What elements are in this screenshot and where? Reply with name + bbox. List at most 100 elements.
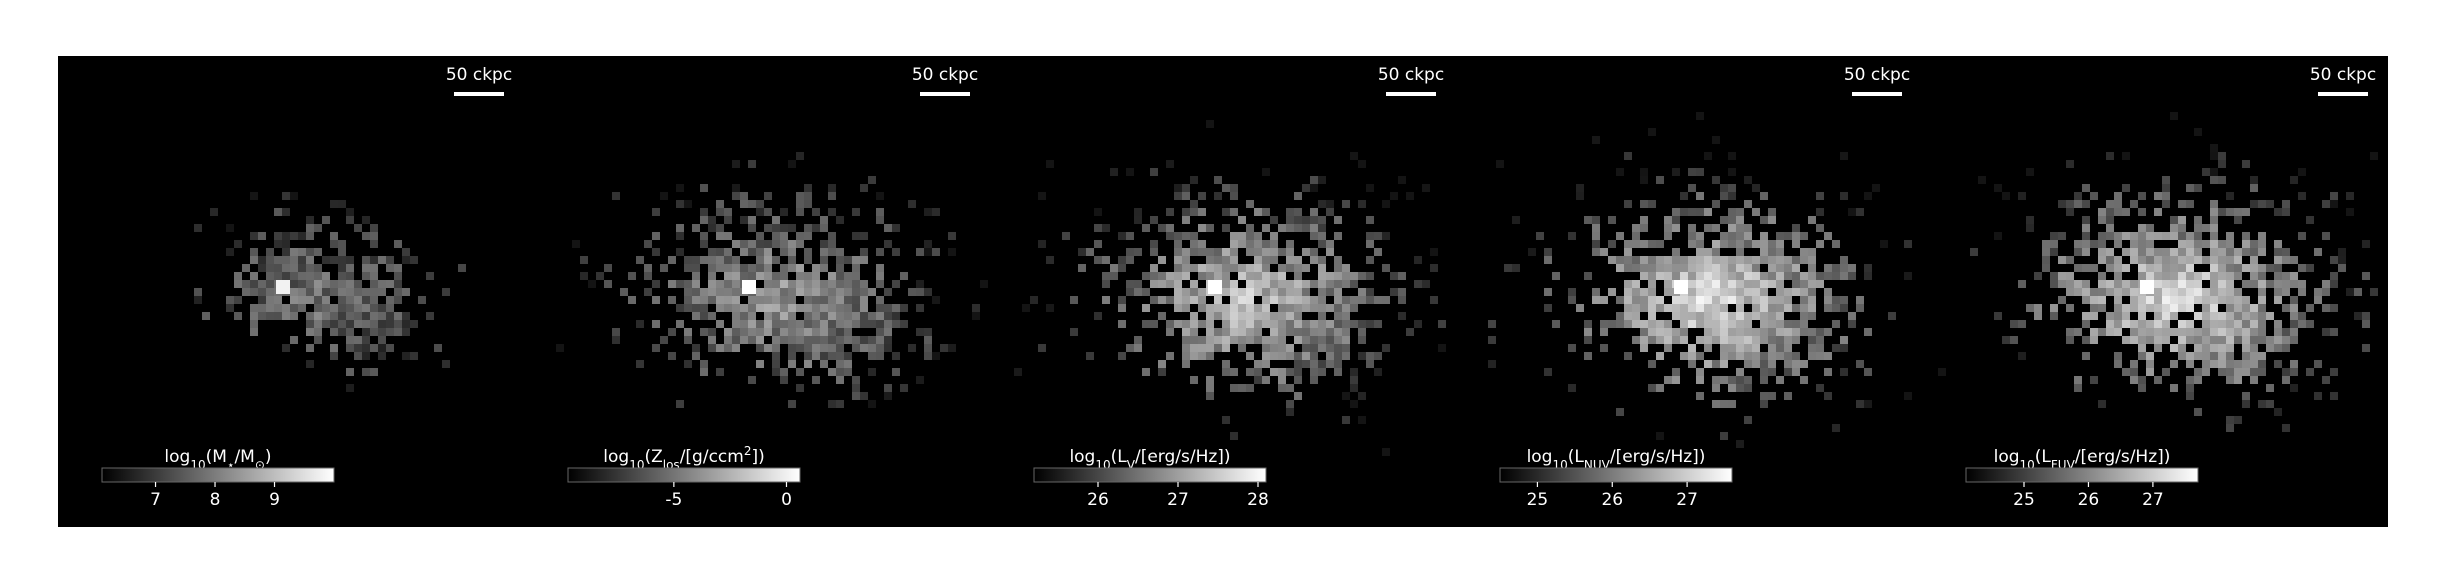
pixel	[1656, 264, 1664, 272]
pixel	[1736, 248, 1744, 256]
pixel	[1278, 296, 1286, 304]
pixel	[2170, 272, 2178, 280]
pixel	[1816, 336, 1824, 344]
pixel	[314, 296, 322, 304]
pixel	[1174, 240, 1182, 248]
pixel	[900, 320, 908, 328]
pixel	[804, 200, 812, 208]
pixel	[2146, 368, 2154, 376]
pixel	[2226, 232, 2234, 240]
pixel	[876, 312, 884, 320]
pixel	[2290, 384, 2298, 392]
pixel	[2066, 288, 2074, 296]
pixel	[868, 288, 876, 296]
pixel	[820, 304, 828, 312]
pixel	[1318, 240, 1326, 248]
pixel	[1318, 224, 1326, 232]
pixel	[788, 328, 796, 336]
pixel	[828, 344, 836, 352]
colorbar	[1965, 467, 2199, 483]
pixel	[724, 296, 732, 304]
pixel	[924, 240, 932, 248]
pixel	[908, 344, 916, 352]
pixel	[852, 264, 860, 272]
pixel	[1310, 344, 1318, 352]
pixel	[980, 280, 988, 288]
pixel	[2122, 320, 2130, 328]
pixel	[2162, 336, 2170, 344]
pixel	[426, 272, 434, 280]
pixel	[1158, 256, 1166, 264]
pixel	[860, 184, 868, 192]
pixel	[836, 272, 844, 280]
pixel	[1640, 168, 1648, 176]
pixel	[346, 264, 354, 272]
pixel	[2258, 264, 2266, 272]
pixel	[2138, 232, 2146, 240]
pixel	[748, 304, 756, 312]
pixel	[2306, 216, 2314, 224]
pixel	[386, 256, 394, 264]
pixel	[804, 272, 812, 280]
pixel	[2202, 256, 2210, 264]
pixel	[804, 184, 812, 192]
pixel	[2242, 264, 2250, 272]
pixel	[442, 360, 450, 368]
pixel	[2202, 320, 2210, 328]
pixel	[250, 272, 258, 280]
pixel	[1294, 392, 1302, 400]
pixel	[1792, 360, 1800, 368]
pixel	[692, 312, 700, 320]
pixel	[1070, 328, 1078, 336]
pixel	[1294, 256, 1302, 264]
pixel	[2034, 312, 2042, 320]
pixel	[2082, 296, 2090, 304]
pixel	[2226, 368, 2234, 376]
pixel	[1182, 272, 1190, 280]
pixel	[1608, 288, 1616, 296]
pixel	[1792, 256, 1800, 264]
pixel	[2082, 312, 2090, 320]
pixel	[708, 328, 716, 336]
pixel	[1390, 272, 1398, 280]
pixel	[2010, 320, 2018, 328]
pixel	[2146, 360, 2154, 368]
pixel	[2218, 264, 2226, 272]
pixel	[2146, 304, 2154, 312]
pixel	[2226, 208, 2234, 216]
pixel	[2194, 272, 2202, 280]
pixel	[2050, 248, 2058, 256]
pixel	[1656, 176, 1664, 184]
scalebar	[2318, 92, 2368, 96]
pixel	[2234, 320, 2242, 328]
pixel	[2282, 304, 2290, 312]
pixel	[1544, 304, 1552, 312]
pixel	[1624, 304, 1632, 312]
pixel	[1720, 376, 1728, 384]
pixel	[1688, 224, 1696, 232]
pixel	[1760, 272, 1768, 280]
pixel	[2226, 280, 2234, 288]
pixel	[194, 296, 202, 304]
pixel	[306, 216, 314, 224]
pixel	[1712, 256, 1720, 264]
pixel	[828, 352, 836, 360]
pixel	[1190, 248, 1198, 256]
pixel	[724, 208, 732, 216]
pixel	[1342, 328, 1350, 336]
pixel	[1784, 336, 1792, 344]
pixel	[1190, 288, 1198, 296]
colorbar-tick-label: 26	[1087, 490, 1109, 510]
pixel	[708, 272, 716, 280]
pixel	[972, 312, 980, 320]
pixel	[2330, 272, 2338, 280]
pixel	[1624, 264, 1632, 272]
pixel	[250, 256, 258, 264]
pixel	[1430, 248, 1438, 256]
pixel	[314, 312, 322, 320]
pixel	[1102, 280, 1110, 288]
pixel	[1672, 248, 1680, 256]
pixel	[1760, 352, 1768, 360]
